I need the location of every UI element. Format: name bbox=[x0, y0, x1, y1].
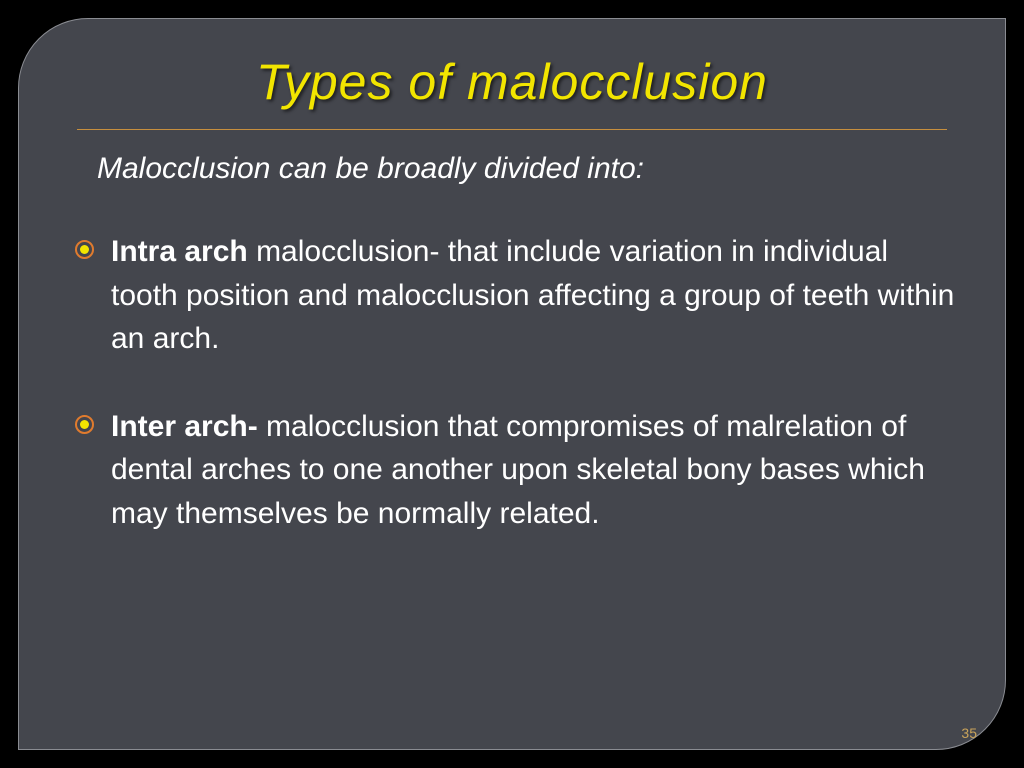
slide-card: Types of malocclusion Malocclusion can b… bbox=[18, 18, 1006, 750]
title-divider bbox=[77, 129, 947, 130]
bullet-bold-term: Inter arch- bbox=[111, 410, 266, 443]
list-item: Inter arch- malocclusion that compromise… bbox=[69, 405, 955, 536]
slide-title: Types of malocclusion bbox=[69, 53, 955, 111]
intro-text: Malocclusion can be broadly divided into… bbox=[97, 152, 955, 186]
bullet-target-icon bbox=[75, 240, 94, 259]
bullet-list: Intra arch malocclusion- that include va… bbox=[69, 230, 955, 535]
bullet-bold-term: Intra arch bbox=[111, 235, 256, 268]
page-number: 35 bbox=[961, 725, 977, 741]
list-item: Intra arch malocclusion- that include va… bbox=[69, 230, 955, 361]
bullet-target-icon bbox=[75, 415, 94, 434]
